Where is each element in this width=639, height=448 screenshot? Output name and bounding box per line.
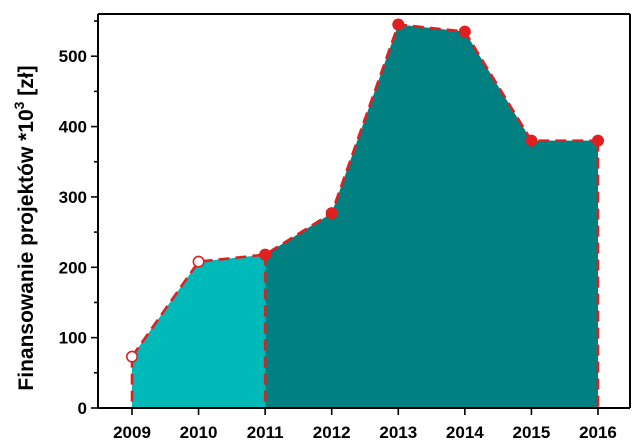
data-point-2009	[126, 350, 139, 363]
area-series-1	[132, 254, 266, 408]
data-point-2014	[458, 25, 471, 38]
y-axis-label-unit: [zł]	[15, 65, 38, 101]
data-markers	[126, 18, 604, 363]
data-line	[130, 23, 598, 358]
x-tick-label-2009: 2009	[113, 423, 151, 442]
y-axis-label-superscript: 3	[11, 101, 27, 109]
y-tick-label-200: 200	[59, 258, 87, 277]
y-axis-label: Finansowanie projektów *103 [zł]	[11, 65, 38, 390]
data-point-2012	[325, 207, 338, 220]
data-point-2015	[525, 134, 538, 147]
x-tick-label-2015: 2015	[513, 423, 551, 442]
area-fills	[132, 24, 598, 409]
x-tick-label-2016: 2016	[579, 423, 617, 442]
area-series-2	[265, 24, 598, 409]
y-tick-label-0: 0	[78, 399, 87, 418]
x-tick-label-2014: 2014	[446, 423, 484, 442]
y-tick-label-500: 500	[59, 47, 87, 66]
x-tick-labels: 2009 2010 2011 2012 2013 2014 2015 2016	[113, 423, 617, 442]
data-point-2013	[392, 18, 405, 31]
data-point-2016	[591, 134, 604, 147]
y-tick-label-300: 300	[59, 188, 87, 207]
series-line	[130, 23, 598, 358]
data-point-2011	[259, 248, 272, 261]
data-point-2010	[192, 255, 205, 268]
x-tick-label-2012: 2012	[313, 423, 351, 442]
y-tick-labels: 0 100 200 300 400 500	[59, 47, 87, 418]
x-tick-label-2011: 2011	[247, 423, 284, 442]
area-boundaries	[130, 140, 600, 408]
y-tick-label-400: 400	[59, 118, 87, 137]
axes	[91, 13, 631, 415]
x-tick-label-2013: 2013	[379, 423, 417, 442]
y-tick-label-100: 100	[59, 329, 87, 348]
x-tick-label-2010: 2010	[180, 423, 218, 442]
